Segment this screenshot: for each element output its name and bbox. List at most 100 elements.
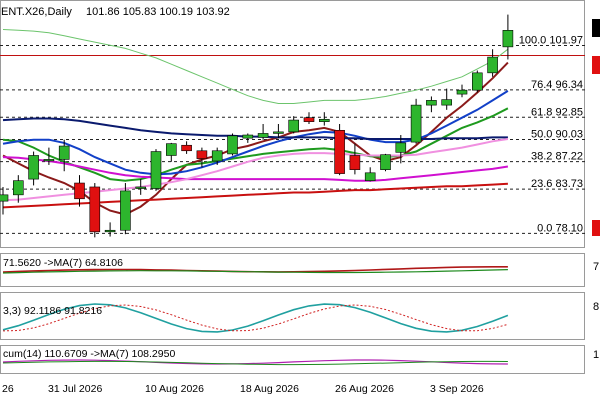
bear-candle-body <box>181 144 192 152</box>
bull-candle-body <box>104 229 116 233</box>
current-price-marker <box>592 19 600 37</box>
bull-candle-body <box>380 154 391 170</box>
rsi-label: 71.5620 ->MA(7) 64.8106 <box>3 257 123 269</box>
bull-candle-body <box>441 99 453 106</box>
candle <box>426 96 437 113</box>
main-panel-frame <box>0 0 585 248</box>
bear-candle-body <box>334 129 345 174</box>
candle <box>242 133 254 143</box>
bear-candle-body <box>89 186 101 233</box>
fib-label-6: 0.0 78.10 <box>537 222 583 234</box>
support-marker <box>592 220 600 236</box>
bull-candle-body <box>120 190 131 231</box>
bull-candle-body <box>364 172 376 181</box>
bull-candle-body <box>28 155 39 180</box>
rsi-ma-line <box>2 269 508 274</box>
bear-candle-body <box>196 150 208 159</box>
bull-candle-body <box>395 142 407 153</box>
bull-candle-body <box>257 133 269 138</box>
bull-candle-body <box>242 134 254 139</box>
momentum-label: cum(14) 110.6709 ->MA(7) 108.2950 <box>3 348 175 360</box>
candle <box>273 124 284 139</box>
candle <box>196 147 208 168</box>
candle <box>410 98 422 144</box>
ma-line-3 <box>2 117 508 140</box>
bull-candle-body <box>211 150 223 162</box>
candle <box>502 14 514 60</box>
candle <box>349 143 361 175</box>
stoch-label: 3,3) 92.1186 91.8216 <box>3 305 102 317</box>
candle <box>380 153 391 172</box>
x-label-1: 31 Jul 2026 <box>48 383 102 395</box>
fib-label-0: 100.0 101.97 <box>519 35 583 47</box>
candle <box>181 141 192 154</box>
momentum-ma-line <box>2 360 508 366</box>
x-label-0: 26 <box>2 383 14 395</box>
bull-candle-body <box>502 30 514 48</box>
candle <box>74 175 85 207</box>
bull-candle-body <box>150 151 162 189</box>
candle <box>303 112 315 124</box>
indicator-lines <box>2 265 509 366</box>
bull-candle-body <box>13 180 24 196</box>
bull-candle-body <box>456 89 468 95</box>
candle <box>13 175 24 203</box>
bull-candle-body <box>43 159 55 162</box>
candle <box>364 167 376 182</box>
fib-label-2: 61.8 92.85 <box>531 106 583 118</box>
candle <box>211 147 223 165</box>
fib-label-4: 38.2 87.22 <box>531 151 583 163</box>
stoch-axis-tick: 8 <box>593 301 599 313</box>
bear-candle-body <box>349 155 361 170</box>
candle <box>150 149 162 191</box>
chart-ohlc: 101.86 105.83 100.19 103.92 <box>86 6 230 18</box>
fib-label-1: 76.4 96.34 <box>531 79 583 91</box>
candle <box>120 183 131 235</box>
candle <box>334 124 345 176</box>
candle <box>487 49 498 77</box>
candle <box>135 179 146 195</box>
ma-line-6 <box>2 182 508 209</box>
candle <box>471 70 483 93</box>
candle <box>456 84 468 98</box>
bull-candle-body <box>487 56 498 74</box>
fib-label-3: 50.0 90.03 <box>531 129 583 141</box>
bull-candle-body <box>426 100 437 106</box>
moving-averages <box>2 29 509 216</box>
x-label-3: 18 Aug 2026 <box>240 383 299 395</box>
candle <box>227 133 238 156</box>
candle <box>257 124 269 140</box>
bull-candle-body <box>410 104 422 143</box>
bull-candle-body <box>227 135 238 155</box>
bull-candle-body <box>318 118 330 122</box>
bear-candle-body <box>303 117 315 122</box>
candle <box>288 116 300 134</box>
stoch-panel-frame <box>0 292 585 340</box>
ma-line-5 <box>2 138 509 202</box>
bull-candle-body <box>288 119 300 133</box>
rsi-panel-frame <box>0 253 585 287</box>
rsi-axis-tick: 7 <box>593 261 599 273</box>
fib-label-5: 23.6 83.73 <box>531 178 583 190</box>
candle <box>104 222 116 237</box>
x-label-2: 10 Aug 2026 <box>145 383 204 395</box>
ma-line-2 <box>2 90 509 176</box>
candlesticks <box>0 14 514 238</box>
x-label-5: 3 Sep 2026 <box>430 383 484 395</box>
stoch-k-line <box>2 303 509 333</box>
stoch-d-line <box>2 304 509 332</box>
bull-candle-body <box>471 72 483 91</box>
momentum-line <box>2 359 508 365</box>
resistance-marker <box>592 56 600 74</box>
candle <box>43 147 55 165</box>
ma-line-4 <box>2 156 509 182</box>
momentum-axis-tick: 1 <box>593 349 599 361</box>
ma-line-7 <box>2 29 509 104</box>
candle <box>166 142 177 162</box>
ma-line-1 <box>2 107 509 182</box>
momentum-panel-frame <box>0 345 585 374</box>
bull-candle-body <box>0 194 9 202</box>
x-label-4: 26 Aug 2026 <box>335 383 394 395</box>
candle <box>318 112 330 126</box>
bull-candle-body <box>135 186 146 189</box>
